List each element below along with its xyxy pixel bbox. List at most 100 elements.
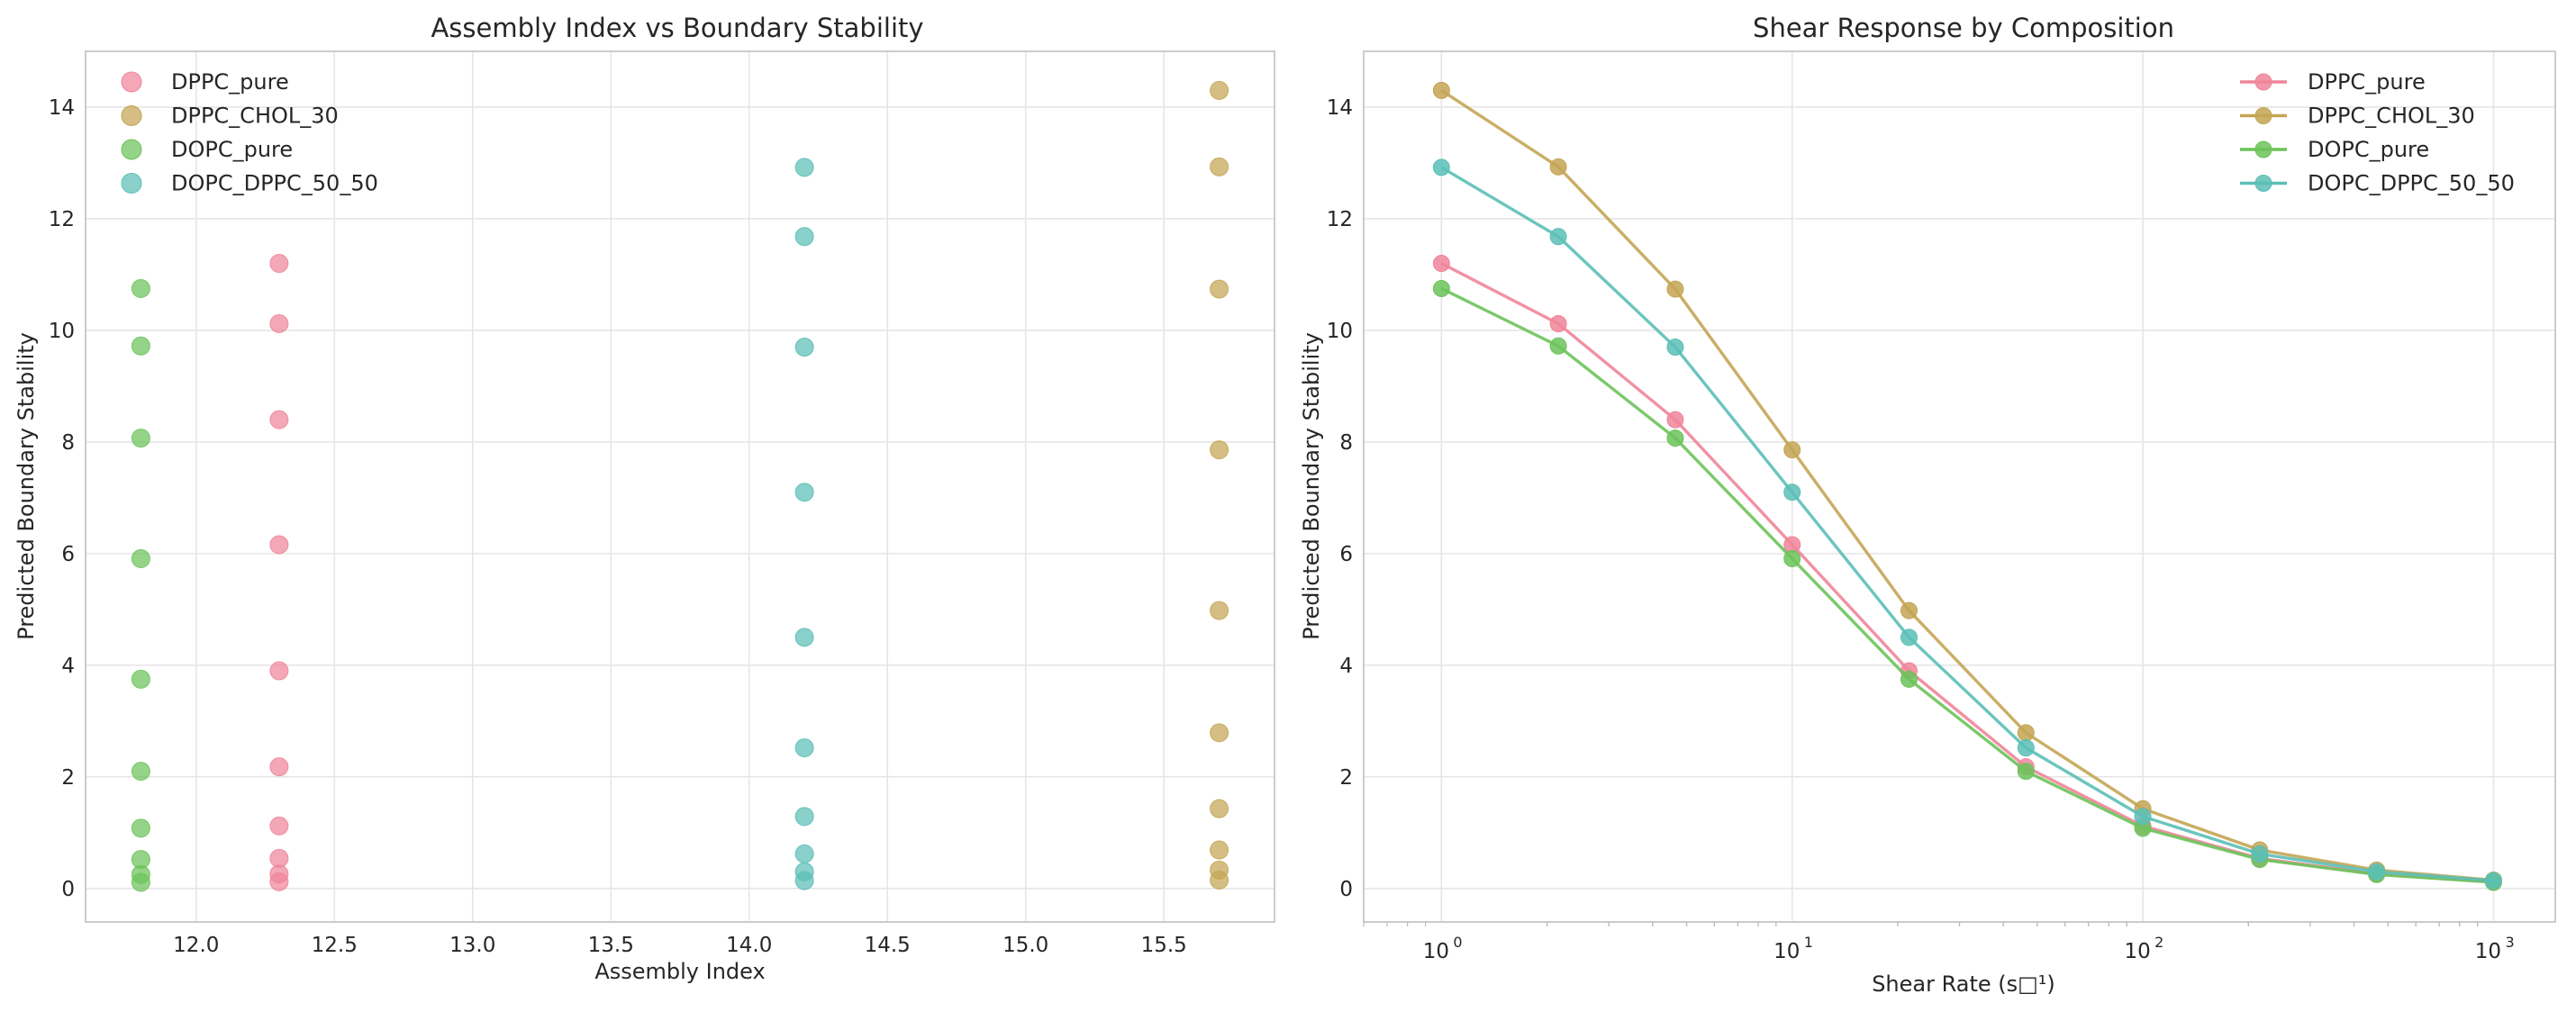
legend-marker [121, 173, 142, 194]
data-point [1666, 280, 1684, 298]
x-tick-label: 14.5 [865, 934, 911, 957]
y-tick-label: 12 [49, 208, 75, 231]
data-point [2017, 739, 2035, 757]
y-tick-label: 14 [1327, 96, 1353, 120]
chart-title: Assembly Index vs Boundary Stability [431, 13, 923, 43]
data-point [1210, 440, 1229, 460]
data-point [1666, 429, 1684, 447]
data-point [1783, 483, 1801, 501]
data-point [131, 818, 150, 838]
x-tick-label: 12.0 [173, 934, 219, 957]
x-tick-label: 10 [2124, 940, 2150, 963]
data-point [1210, 157, 1229, 176]
x-tick-label: 10 [1773, 940, 1800, 963]
data-point [794, 338, 814, 357]
y-tick-label: 0 [1339, 878, 1353, 901]
y-tick-label: 6 [1339, 543, 1353, 566]
data-point [794, 158, 814, 177]
data-point [269, 661, 289, 681]
x-tick-label: 15.0 [1002, 934, 1048, 957]
series-DOPC_DPPC_50_50 [794, 158, 814, 890]
data-point [2017, 763, 2035, 781]
legend-label: DPPC_CHOL_30 [171, 104, 339, 129]
y-tick-label: 4 [1339, 655, 1353, 678]
data-point [794, 628, 814, 647]
legend-marker [2254, 73, 2272, 91]
data-point [131, 872, 150, 892]
data-point [2251, 845, 2269, 863]
legend-marker [121, 105, 142, 126]
data-point [2134, 808, 2152, 826]
x-tick-exponent: 2 [2154, 934, 2163, 951]
legend-label: DOPC_pure [171, 137, 293, 162]
legend-label: DPPC_pure [171, 69, 289, 95]
legend-label: DPPC_CHOL_30 [2308, 104, 2475, 129]
data-point [131, 429, 150, 448]
x-tick-label: 10 [1423, 940, 1449, 963]
series-DOPC_DPPC_50_50 [1432, 158, 2502, 890]
data-point [794, 871, 814, 890]
x-tick-exponent: 3 [2505, 934, 2514, 951]
data-point [794, 227, 814, 247]
series-DPPC_CHOL_30 [1210, 80, 1229, 890]
data-point [1549, 158, 1567, 176]
y-axis-label: Predicted Boundary Stability [14, 332, 39, 640]
chart-title: Shear Response by Composition [1753, 13, 2174, 43]
data-point [269, 757, 289, 777]
y-tick-label: 10 [49, 320, 75, 343]
series-line [1440, 88, 2494, 882]
data-point [794, 738, 814, 758]
data-point [2368, 863, 2386, 881]
data-point [131, 278, 150, 298]
data-point [131, 336, 150, 356]
data-point [794, 807, 814, 827]
data-point [1666, 339, 1684, 357]
data-point [1210, 840, 1229, 860]
legend-marker [121, 71, 142, 93]
legend-marker [2254, 140, 2272, 158]
legend-marker [121, 139, 142, 160]
legend: DPPC_pure DPPC_CHOL_30 DOPC_pure DOPC_DPPC_… [2240, 69, 2515, 196]
legend-label: DOPC_DPPC_50_50 [2308, 171, 2515, 196]
x-tick-label: 14.0 [726, 934, 772, 957]
y-tick-label: 4 [61, 655, 75, 678]
data-point [1783, 549, 1801, 567]
y-tick-label: 2 [61, 766, 75, 790]
data-point [1210, 871, 1229, 890]
y-tick-label: 12 [1327, 208, 1353, 231]
data-point [1210, 601, 1229, 620]
data-point [131, 762, 150, 782]
data-point [794, 844, 814, 863]
y-axis-label: Predicted Boundary Stability [1299, 332, 1324, 640]
y-tick-label: 14 [49, 96, 75, 120]
data-point [1432, 279, 1450, 297]
x-tick-label: 15.5 [1141, 934, 1187, 957]
data-point [1432, 255, 1450, 273]
series-line [1440, 166, 2494, 882]
x-tick-label: 12.5 [312, 934, 358, 957]
y-tick-label: 6 [61, 543, 75, 566]
legend: DPPC_pure DPPC_CHOL_30 DOPC_pure DOPC_DPPC_… [121, 69, 378, 196]
data-point [269, 816, 289, 836]
data-point [1210, 723, 1229, 743]
legend-label: DOPC_DPPC_50_50 [171, 171, 378, 196]
data-point [269, 313, 289, 333]
data-point [131, 548, 150, 568]
data-point [1210, 80, 1229, 100]
x-axis-label: Shear Rate (s□¹) [1872, 971, 2055, 997]
data-point [2484, 872, 2502, 890]
data-point [1210, 799, 1229, 818]
data-point [1900, 628, 1918, 646]
data-point [1549, 228, 1567, 246]
plot-frame [85, 50, 1275, 923]
x-tick-exponent: 0 [1453, 934, 1462, 951]
data-point [269, 872, 289, 891]
line-chart: Shear Response by Composition 10 0 10 1 10 2 1… [1299, 13, 2556, 997]
data-point [1900, 601, 1918, 619]
series-line [1440, 286, 2494, 884]
legend-label: DOPC_pure [2308, 137, 2429, 162]
data-point [269, 254, 289, 274]
x-tick-exponent: 1 [1804, 934, 1813, 951]
